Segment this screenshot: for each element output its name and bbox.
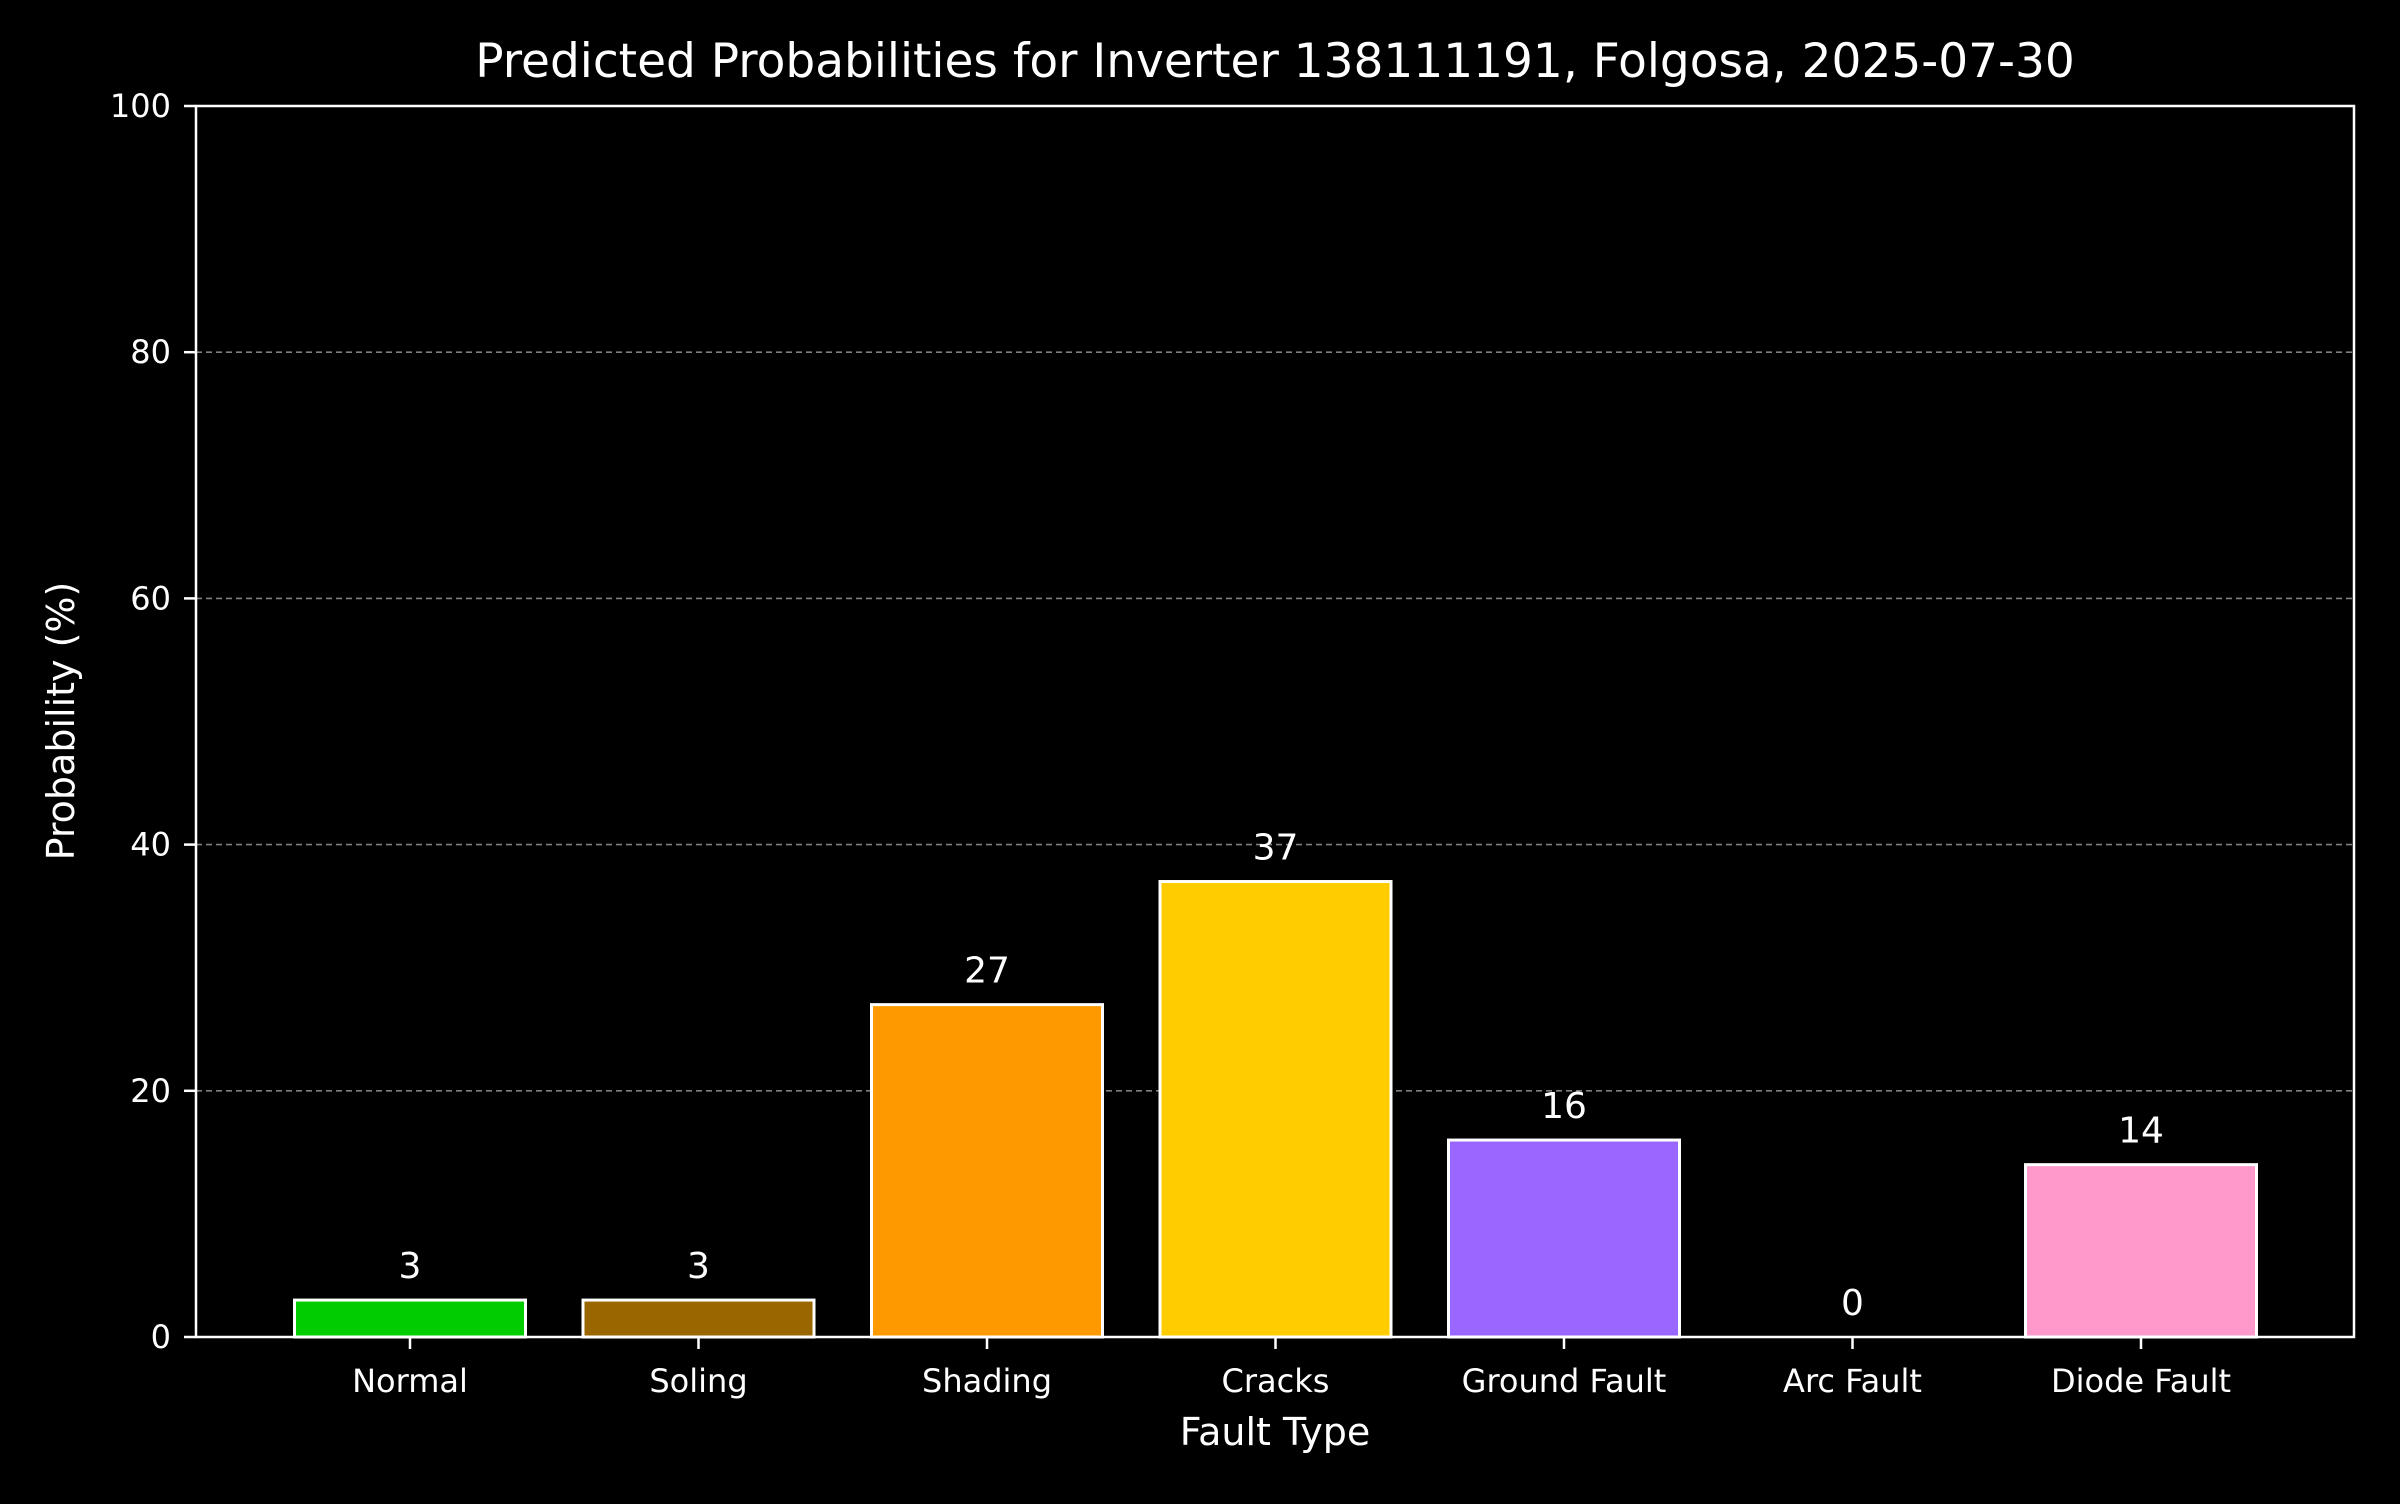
x-tick-label: Diode Fault: [2051, 1362, 2231, 1400]
y-tick-label: 0: [151, 1318, 171, 1356]
y-tick-label: 20: [130, 1072, 171, 1110]
bar: [293, 1298, 527, 1339]
y-tick-label: 80: [130, 333, 171, 371]
bar: [1447, 1138, 1681, 1339]
y-axis-ticks: 0 20 40 60 80 100: [110, 87, 196, 1356]
x-tick-label: Normal: [352, 1362, 468, 1400]
x-tick-label: Arc Fault: [1783, 1362, 1922, 1400]
chart-title: Predicted Probabilities for Inverter 138…: [475, 34, 2075, 89]
x-tick-label: Soling: [649, 1362, 747, 1400]
bar-value-label: 27: [964, 951, 1010, 992]
bar-value-label: 0: [1841, 1283, 1864, 1324]
bar-value-label: 37: [1253, 828, 1299, 869]
bar-value-label: 3: [687, 1246, 710, 1287]
bar-value-label: 16: [1541, 1086, 1587, 1127]
bars: [293, 880, 2258, 1339]
x-tick-label: Cracks: [1222, 1362, 1330, 1400]
y-tick-label: 60: [130, 579, 171, 617]
bar: [870, 1003, 1104, 1339]
y-tick-label: 100: [110, 87, 171, 125]
x-axis-ticks: Normal Soling Shading Cracks Ground Fault Arc…: [352, 1337, 2231, 1400]
bar: [1158, 880, 1393, 1339]
bar-value-label: 14: [2118, 1111, 2164, 1152]
value-labels: 3 3 27 37 16 0 14: [399, 828, 2164, 1324]
y-tick-label: 40: [130, 826, 171, 864]
x-tick-label: Ground Fault: [1462, 1362, 1667, 1400]
y-axis-label: Probability (%): [39, 582, 83, 861]
bar-value-label: 3: [399, 1246, 422, 1287]
x-tick-label: Shading: [922, 1362, 1052, 1400]
x-axis-label: Fault Type: [1180, 1410, 1371, 1454]
bar: [2024, 1163, 2258, 1339]
bar: [581, 1298, 816, 1339]
